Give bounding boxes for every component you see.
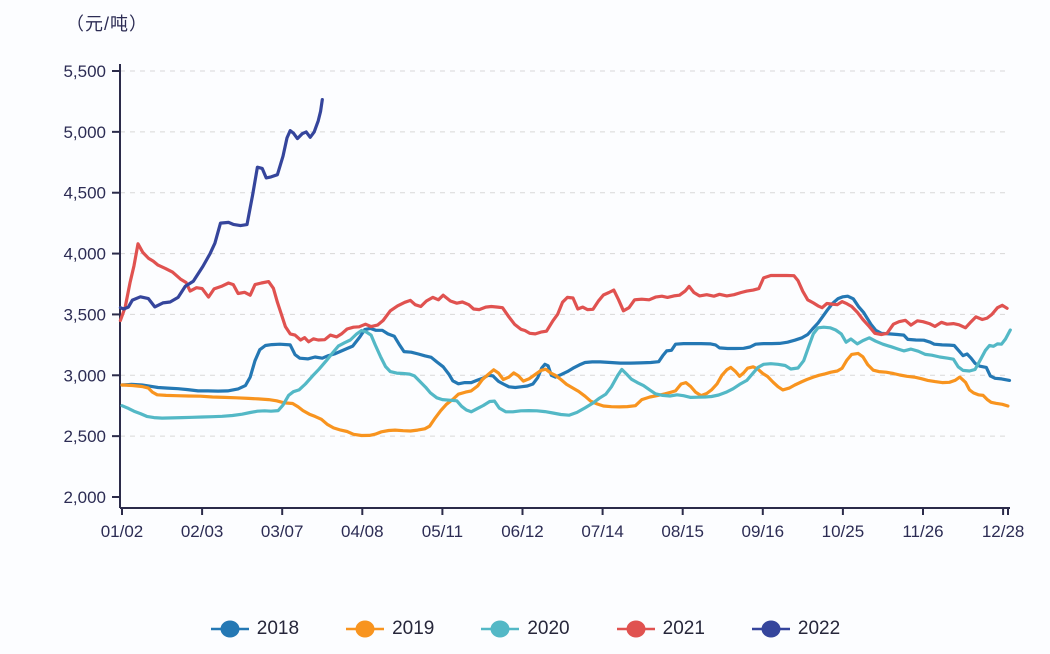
legend-item-2019[interactable]: 2019 xyxy=(345,618,434,640)
y-tick-label: 5,000 xyxy=(63,123,106,142)
legend-item-2021[interactable]: 2021 xyxy=(616,618,705,640)
x-tick-label: 07/14 xyxy=(581,522,624,541)
x-tick-label: 10/25 xyxy=(822,522,865,541)
legend-label-2020: 2020 xyxy=(527,618,570,639)
y-tick-label: 4,000 xyxy=(63,245,106,264)
y-tick-label: 2,000 xyxy=(63,488,106,507)
x-tick-label: 02/03 xyxy=(181,522,224,541)
legend-label-2022: 2022 xyxy=(797,618,841,639)
y-tick-label: 4,500 xyxy=(63,184,106,203)
y-tick-label: 3,000 xyxy=(63,366,106,385)
legend-label-2018: 2018 xyxy=(256,618,300,639)
chart-legend: 2018 2019 2020 2021 2022 xyxy=(0,618,1050,640)
legend-marker-2020-icon xyxy=(481,620,520,638)
y-tick-label: 2,500 xyxy=(63,427,106,446)
y-tick-label: 5,500 xyxy=(63,62,106,81)
legend-marker-2019-icon xyxy=(346,620,385,638)
y-tick-label: 3,500 xyxy=(63,305,106,324)
series-line-2021 xyxy=(118,242,1009,344)
legend-item-2022[interactable]: 2022 xyxy=(751,618,840,640)
x-tick-label: 12/28 xyxy=(982,522,1025,541)
legend-item-2018[interactable]: 2018 xyxy=(210,618,299,640)
x-tick-label: 01/02 xyxy=(101,522,144,541)
legend-label-2019: 2019 xyxy=(392,618,435,639)
series-line-2018 xyxy=(120,294,1012,393)
x-tick-label: 08/15 xyxy=(661,522,704,541)
x-tick-label: 05/11 xyxy=(422,522,463,541)
x-tick-label: 04/08 xyxy=(341,522,384,541)
legend-marker-2022-icon xyxy=(751,620,790,638)
x-tick-label: 09/16 xyxy=(742,522,785,541)
legend-item-2020[interactable]: 2020 xyxy=(480,618,570,640)
series-line-2019 xyxy=(120,351,1010,438)
series-line-2022 xyxy=(118,98,324,311)
series-line-2020 xyxy=(120,325,1012,420)
legend-label-2021: 2021 xyxy=(662,618,705,639)
x-tick-label: 03/07 xyxy=(261,522,304,541)
x-tick-label: 06/12 xyxy=(501,522,544,541)
legend-marker-2021-icon xyxy=(616,620,655,638)
chart-unit-title: （元/吨） xyxy=(66,14,149,34)
x-tick-label: 11/26 xyxy=(902,522,943,541)
price-chart-svg: 2,000 2,500 3,000 3,500 4,000 4,500 5,000 5,500… xyxy=(63,62,1025,541)
legend-marker-2018-icon xyxy=(210,620,249,638)
